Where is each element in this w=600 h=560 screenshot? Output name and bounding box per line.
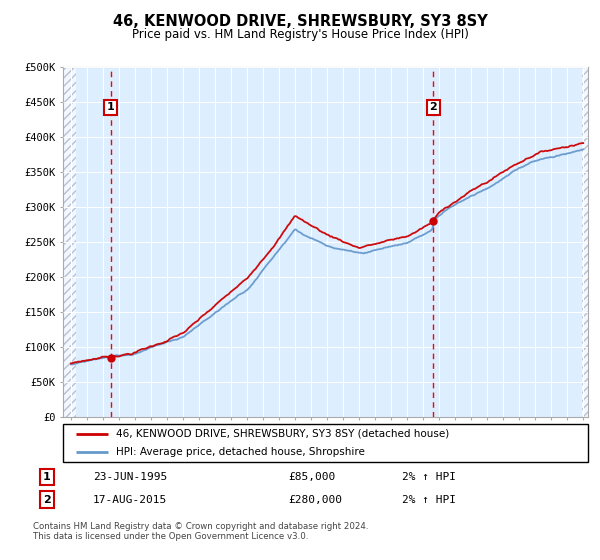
Text: 46, KENWOOD DRIVE, SHREWSBURY, SY3 8SY (detached house): 46, KENWOOD DRIVE, SHREWSBURY, SY3 8SY (… bbox=[115, 429, 449, 439]
Text: 1: 1 bbox=[43, 472, 50, 482]
Text: 46, KENWOOD DRIVE, SHREWSBURY, SY3 8SY: 46, KENWOOD DRIVE, SHREWSBURY, SY3 8SY bbox=[113, 14, 487, 29]
Text: 17-AUG-2015: 17-AUG-2015 bbox=[93, 494, 167, 505]
Text: HPI: Average price, detached house, Shropshire: HPI: Average price, detached house, Shro… bbox=[115, 447, 364, 457]
Text: 2: 2 bbox=[430, 102, 437, 113]
Text: 1: 1 bbox=[107, 102, 115, 113]
Text: £85,000: £85,000 bbox=[288, 472, 335, 482]
Text: 2% ↑ HPI: 2% ↑ HPI bbox=[402, 472, 456, 482]
Bar bbox=[63, 67, 76, 417]
Text: 2: 2 bbox=[43, 494, 50, 505]
Text: £280,000: £280,000 bbox=[288, 494, 342, 505]
Text: Price paid vs. HM Land Registry's House Price Index (HPI): Price paid vs. HM Land Registry's House … bbox=[131, 28, 469, 41]
FancyBboxPatch shape bbox=[63, 424, 588, 462]
Bar bbox=[583, 67, 590, 417]
Text: 23-JUN-1995: 23-JUN-1995 bbox=[93, 472, 167, 482]
Text: Contains HM Land Registry data © Crown copyright and database right 2024.
This d: Contains HM Land Registry data © Crown c… bbox=[33, 522, 368, 542]
Text: 2% ↑ HPI: 2% ↑ HPI bbox=[402, 494, 456, 505]
